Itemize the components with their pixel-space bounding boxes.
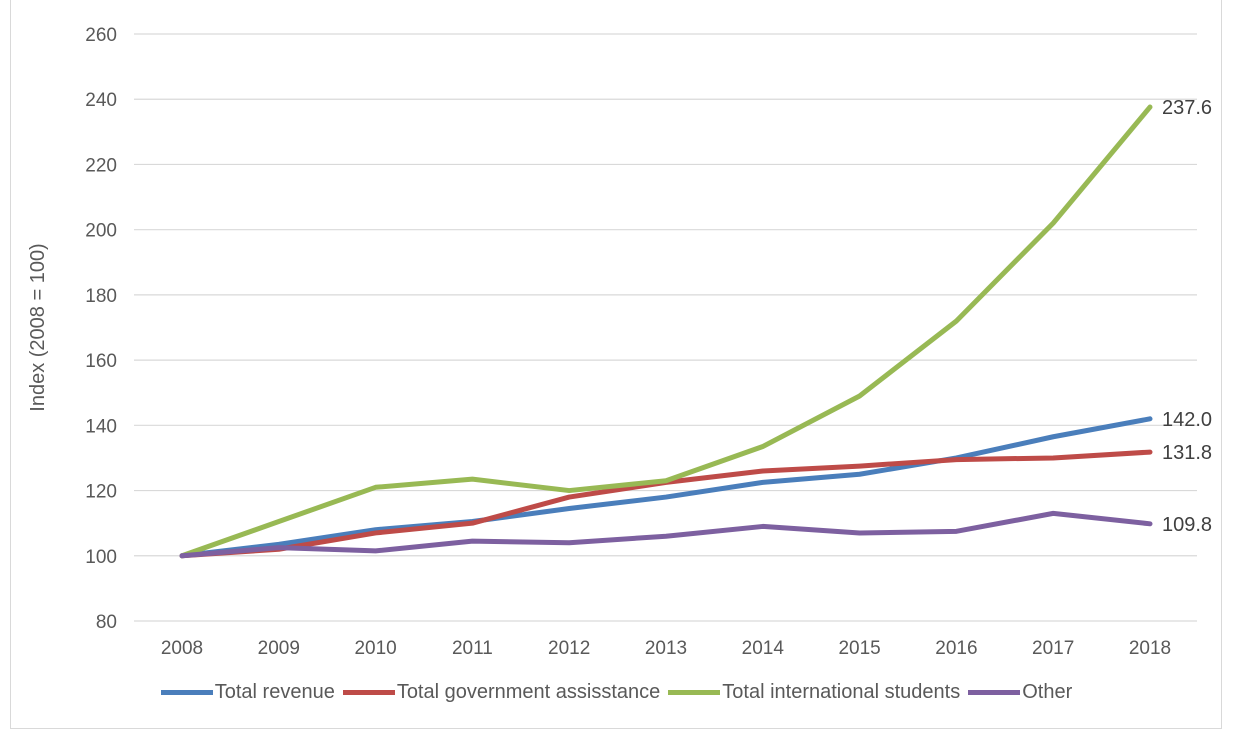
legend-label: Other bbox=[1022, 681, 1073, 703]
y-tick-label: 100 bbox=[85, 547, 117, 568]
legend-label: Total revenue bbox=[214, 681, 335, 703]
x-tick-label: 2017 bbox=[1032, 638, 1074, 659]
legend-item: Other bbox=[968, 681, 1072, 704]
x-tick-label: 2011 bbox=[452, 638, 493, 659]
data-label: 109.8 bbox=[1162, 514, 1212, 536]
legend-swatch bbox=[342, 690, 395, 695]
y-tick-label: 200 bbox=[85, 221, 117, 242]
gridlines bbox=[134, 33, 1197, 622]
series-lines bbox=[179, 104, 1153, 559]
y-tick-label: 80 bbox=[96, 612, 117, 633]
legend-label: Total government assisstance bbox=[396, 681, 661, 703]
y-axis-ticks: 80 100 120 140 160 180 200 220 240 260 bbox=[85, 25, 117, 633]
y-tick-label: 220 bbox=[85, 155, 117, 176]
x-tick-label: 2008 bbox=[161, 638, 203, 659]
y-tick-label: 140 bbox=[85, 416, 117, 437]
legend-swatch bbox=[160, 690, 213, 695]
x-tick-label: 2013 bbox=[645, 638, 687, 659]
data-label: 131.8 bbox=[1162, 442, 1212, 464]
x-tick-label: 2012 bbox=[548, 638, 590, 659]
y-axis-label: Index (2008 = 100) bbox=[27, 243, 49, 411]
data-label: 142.0 bbox=[1162, 409, 1212, 431]
y-tick-label: 120 bbox=[85, 482, 117, 503]
x-axis-ticks: 2008 2009 2010 2011 2012 2013 2014 2015 2016 2017… bbox=[161, 638, 1171, 659]
y-tick-label: 160 bbox=[85, 351, 117, 372]
series-line bbox=[179, 416, 1153, 559]
y-tick-label: 180 bbox=[85, 286, 117, 307]
legend-swatch bbox=[968, 690, 1021, 695]
x-tick-label: 2018 bbox=[1129, 638, 1171, 659]
y-tick-label: 240 bbox=[85, 90, 117, 111]
legend-item: Total government assisstance bbox=[342, 681, 661, 704]
chart-frame bbox=[10, 0, 1222, 729]
data-label: 237.6 bbox=[1162, 97, 1212, 119]
x-tick-label: 2009 bbox=[258, 638, 300, 659]
x-tick-label: 2014 bbox=[742, 638, 785, 659]
y-tick-label: 260 bbox=[85, 25, 117, 46]
x-tick-label: 2015 bbox=[838, 638, 880, 659]
x-tick-label: 2010 bbox=[354, 638, 396, 659]
legend-item: Total revenue bbox=[160, 681, 335, 704]
series-line bbox=[179, 104, 1153, 559]
legend-item: Total international students bbox=[668, 681, 960, 704]
series-line bbox=[179, 510, 1153, 559]
legend-swatch bbox=[668, 690, 721, 695]
legend-label: Total international students bbox=[722, 681, 961, 703]
legend: Total revenue Total government assisstanc… bbox=[0, 681, 1233, 704]
x-tick-label: 2016 bbox=[935, 638, 977, 659]
end-data-labels: 142.0 131.8 237.6 109.8 bbox=[1162, 97, 1212, 536]
